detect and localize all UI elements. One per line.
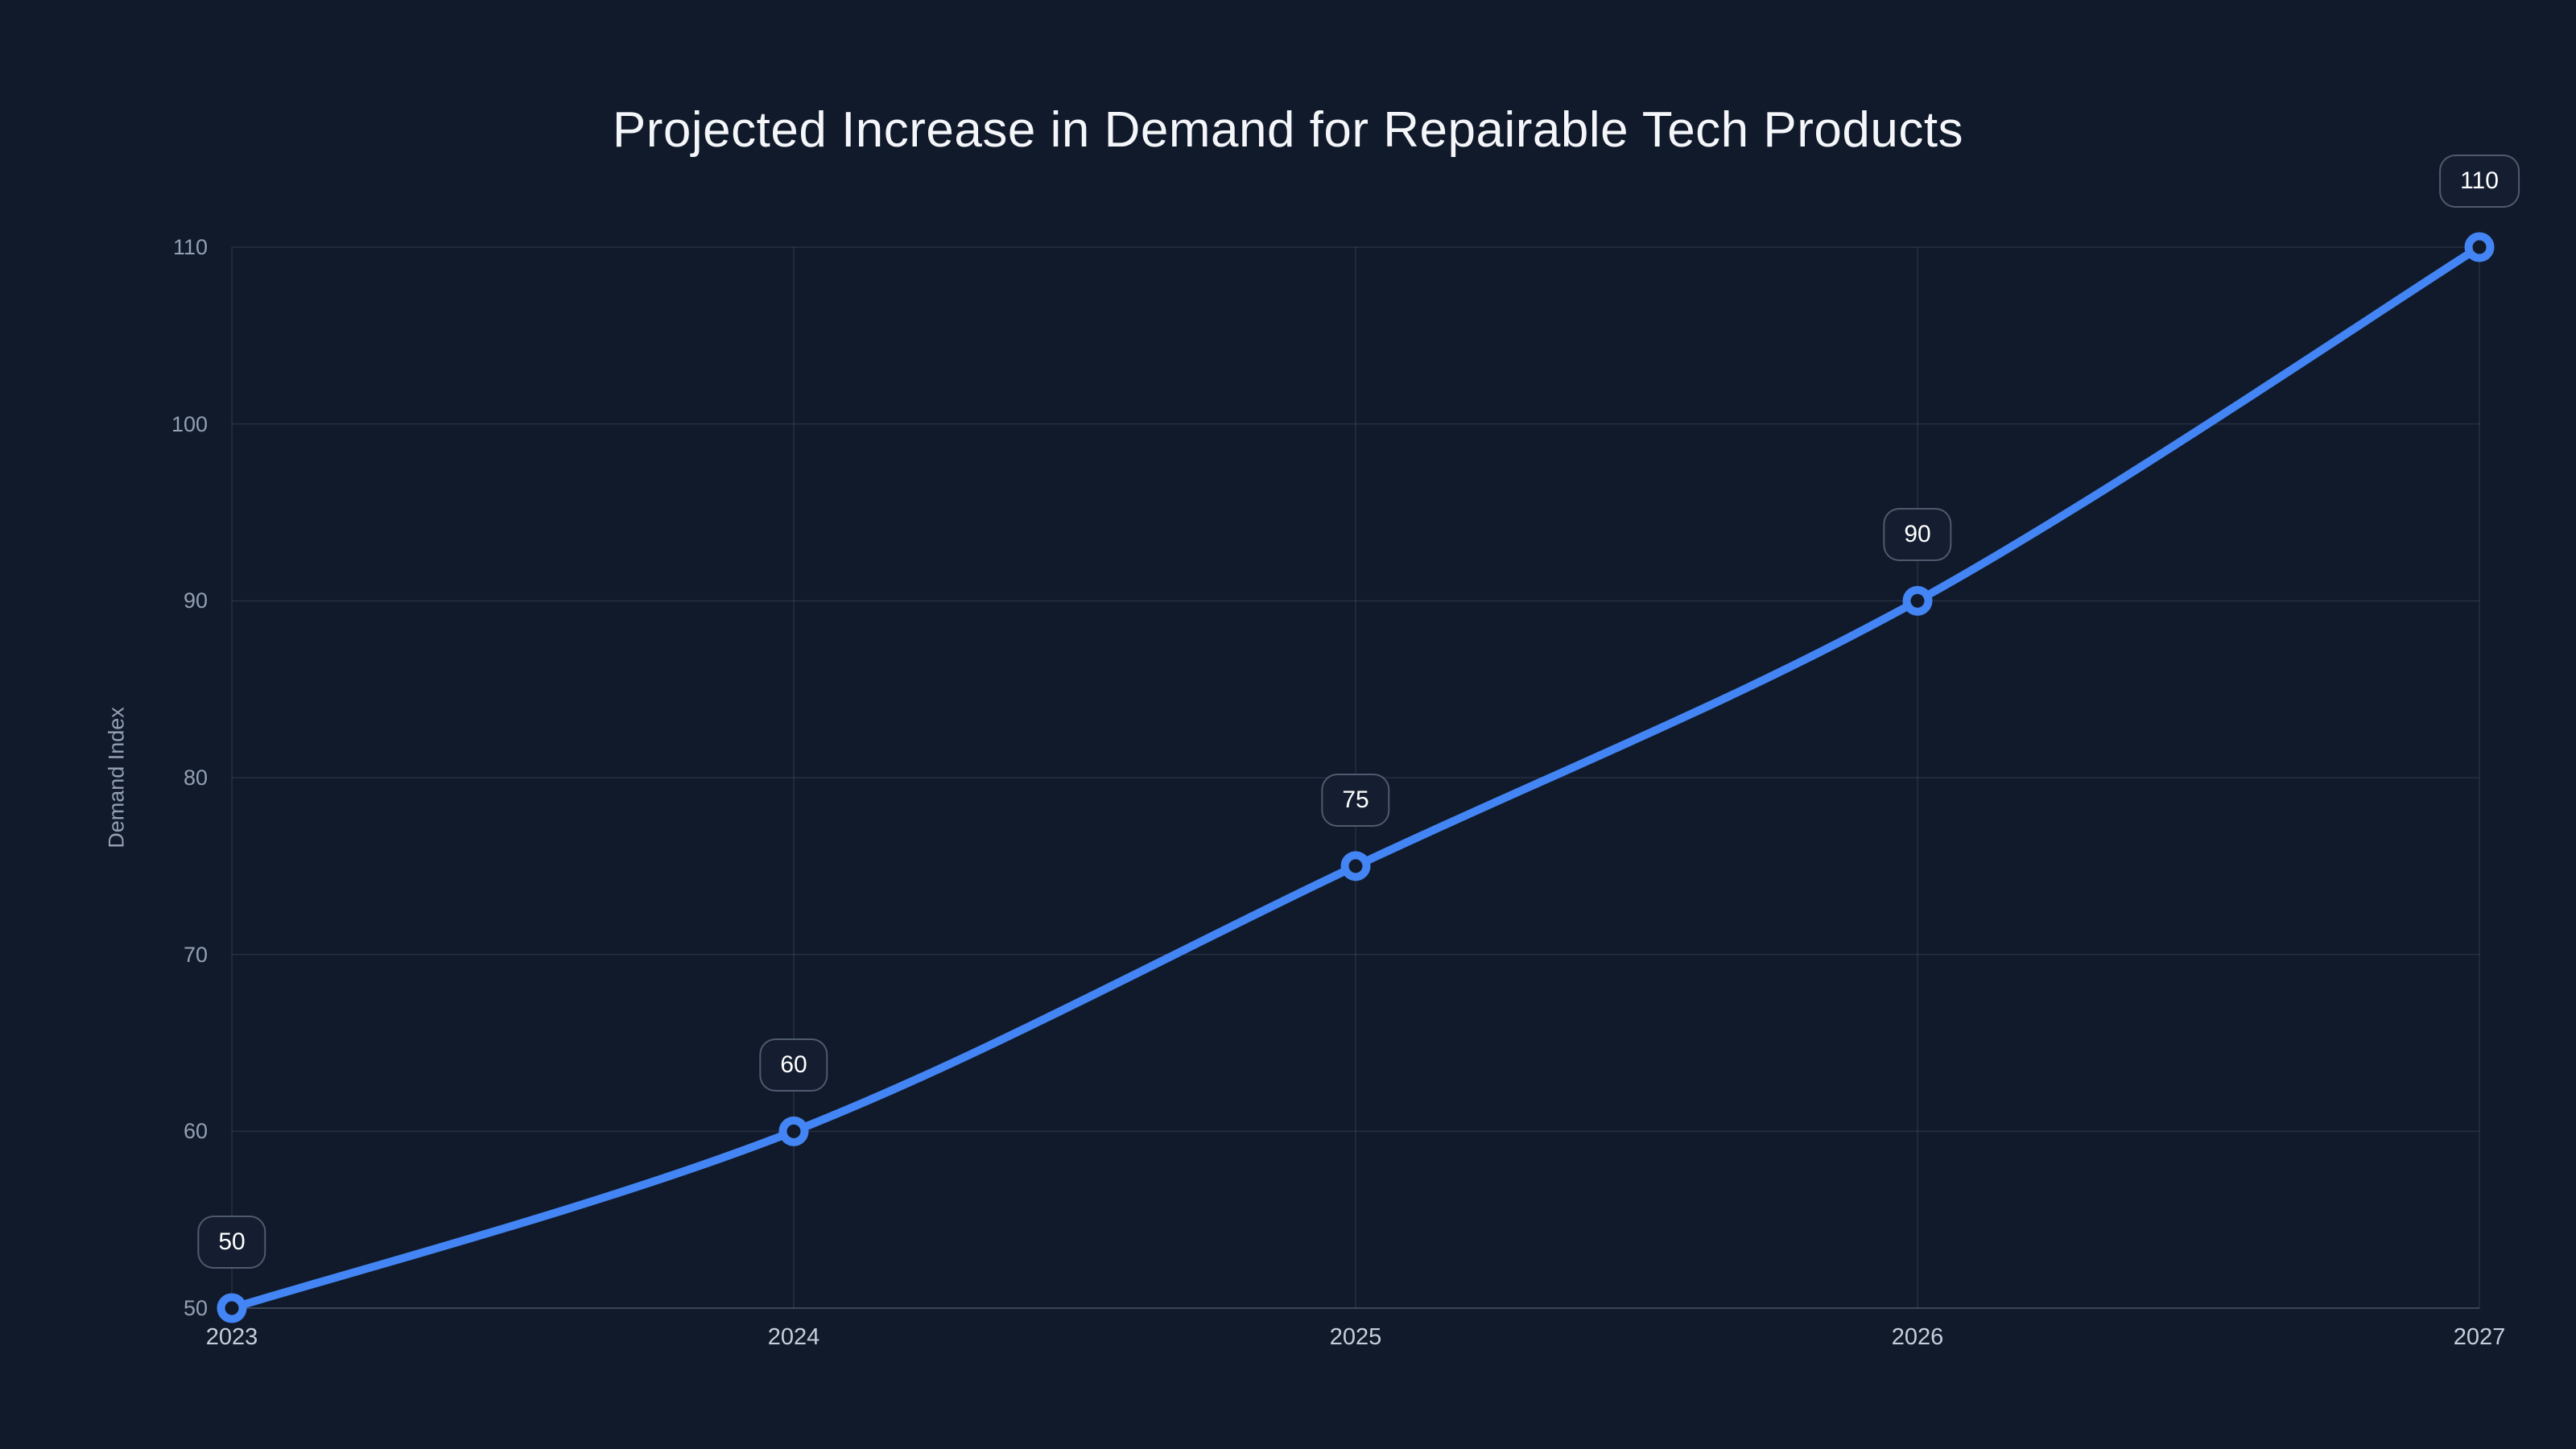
data-point-badge: 75 — [1321, 773, 1390, 827]
y-tick-label: 100 — [171, 411, 208, 436]
x-tick-label: 2024 — [767, 1324, 820, 1350]
data-point-badge: 60 — [759, 1038, 828, 1092]
y-tick-label: 90 — [183, 588, 208, 613]
chart-title: Projected Increase in Demand for Repaira… — [612, 102, 1964, 158]
data-point-marker[interactable] — [1340, 851, 1371, 881]
y-tick-label: 50 — [183, 1296, 208, 1320]
y-tick-label: 110 — [172, 235, 208, 259]
data-point-marker[interactable] — [1902, 585, 1933, 616]
data-point-badge: 110 — [2439, 155, 2520, 208]
y-tick-label: 80 — [183, 766, 208, 790]
x-tick-label: 2023 — [205, 1324, 258, 1350]
data-point-badge: 50 — [197, 1216, 266, 1269]
data-point-marker[interactable] — [778, 1116, 809, 1146]
data-point-marker[interactable] — [2464, 232, 2495, 262]
x-tick-label: 2027 — [2453, 1324, 2506, 1350]
data-point-badge: 90 — [1883, 508, 1952, 562]
y-tick-label: 70 — [183, 942, 208, 967]
y-tick-label: 60 — [183, 1119, 208, 1144]
x-tick-label: 2026 — [1891, 1324, 1944, 1350]
data-point-marker[interactable] — [217, 1293, 247, 1323]
x-tick-label: 2025 — [1329, 1324, 1382, 1350]
